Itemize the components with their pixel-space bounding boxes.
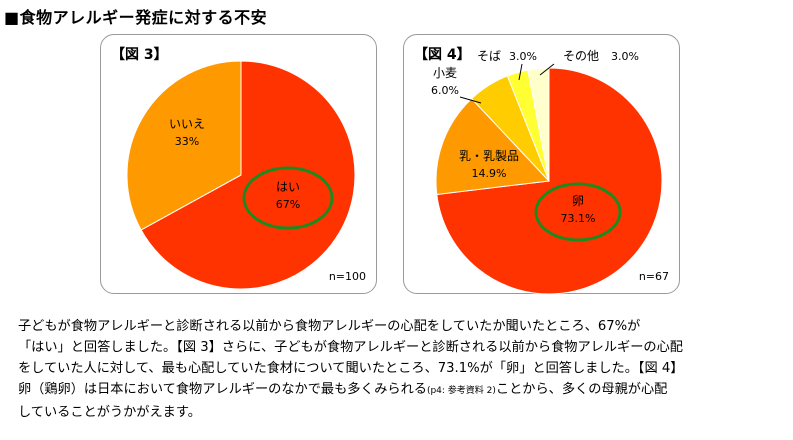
slice-value: 14.9% [472, 167, 507, 180]
paragraph-text: 卵（鶏卵）は日本において食物アレルギーのなかで最も多くみられる [18, 382, 427, 397]
page-title: ■食物アレルギー発症に対する不安 [4, 8, 268, 27]
pie-slice [435, 97, 551, 196]
slice-label: 小麦 [433, 66, 457, 80]
reference-note: (p4: 参考資料 2) [426, 386, 496, 396]
slice-value: 73.1% [561, 212, 596, 225]
paragraph-line: していることがうかがえます。 [18, 405, 201, 420]
chart-title-fig3: 【図 3】 [111, 47, 168, 63]
highlight-ellipse [242, 166, 334, 230]
leader-line [459, 96, 482, 104]
pie-chart-fig4: 卵 73.1% 乳・乳製品 14.9% 小麦 6.0% そば 3.0% その他 3.0% [431, 49, 663, 295]
pie-slice [140, 60, 356, 290]
description-paragraph: 子どもが食物アレルギーと診断される以前から食物アレルギーの心配をしていたか聞いた… [18, 316, 786, 423]
slice-label: その他 [563, 49, 599, 63]
leader-line [518, 63, 523, 81]
pie-chart-fig3: はい 67% いいえ 33% [126, 60, 356, 290]
leader-line [539, 63, 555, 76]
slice-value: 3.0% [509, 50, 537, 63]
sample-size-fig3: n=100 [328, 270, 366, 283]
slice-value: 3.0% [611, 50, 639, 63]
slice-value: 67% [276, 198, 300, 211]
slice-value: 6.0% [431, 84, 459, 97]
slice-label: はい [276, 180, 300, 194]
paragraph-line: 卵（鶏卵）は日本において食物アレルギーのなかで最も多くみられる(p4: 参考資料… [18, 379, 786, 402]
highlight-ellipse [534, 182, 622, 242]
paragraph-text: ことから、多くの母親が心配 [495, 382, 668, 397]
chart-panel-fig4: 卵 73.1% 乳・乳製品 14.9% 小麦 6.0% そば 3.0% その他 3.0% 【図 4… [403, 34, 680, 295]
chart-title-fig4: 【図 4】 [414, 47, 471, 63]
paragraph-line: をしていた人に対して、最も心配していた食材について聞いたところ、73.1%が「卵… [18, 361, 684, 376]
paragraph-line: 「はい」と回答しました。【図 3】さらに、子どもが食物アレルギーと診断される以前… [18, 340, 683, 355]
slice-label: 卵 [572, 194, 584, 208]
paragraph-line: 子どもが食物アレルギーと診断される以前から食物アレルギーの心配をしていたか聞いた… [18, 319, 641, 334]
chart-panel-fig3: はい 67% いいえ 33% 【図 3】 n=100 [100, 34, 377, 294]
slice-label: いいえ [169, 117, 205, 131]
pie-slice [126, 60, 242, 231]
slice-label: そば [477, 49, 501, 63]
slice-value: 33% [175, 135, 199, 148]
sample-size-fig4: n=67 [638, 270, 669, 283]
slice-label: 乳・乳製品 [459, 149, 519, 163]
